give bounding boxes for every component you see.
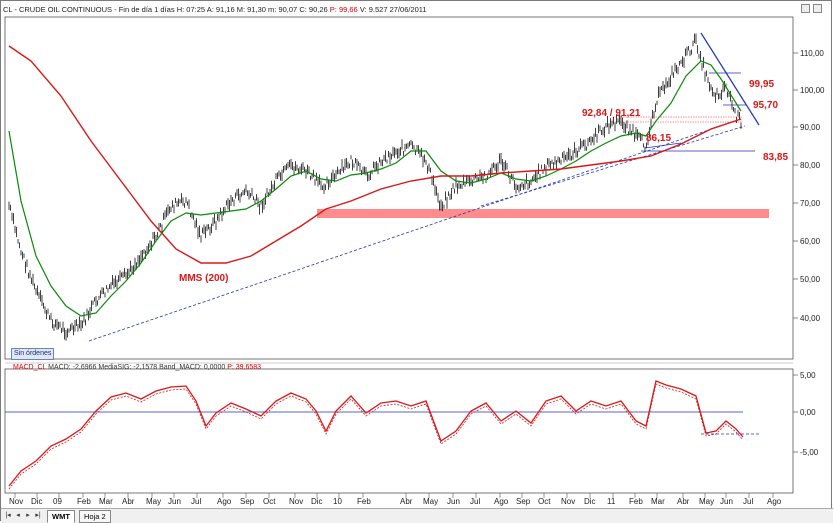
- prev-sheet-icon[interactable]: ◂: [16, 512, 20, 519]
- time-value: H: 07:25: [176, 5, 206, 14]
- time-tick-label: Dic: [31, 497, 43, 506]
- time-tick-label: Abr: [677, 497, 690, 506]
- period-label: Fin de día 1 días: [118, 5, 175, 14]
- sin-ordenes-button[interactable]: Sin órdenes: [11, 348, 55, 360]
- macd-sig-value: MediaSIG: -2,1578: [98, 364, 158, 371]
- price-axis: 110,00 100,00 90,00 80,00 70,00 60,00 50,00 40,…: [793, 49, 825, 323]
- macd-axis: 5,00 0,00 -5,00: [793, 371, 819, 457]
- open-value: A: 91,16: [206, 5, 235, 14]
- time-tick-label: May: [146, 497, 161, 506]
- last-sheet-icon[interactable]: ▸|: [35, 512, 41, 519]
- time-tick-label: Nov: [561, 497, 575, 506]
- time-tick-label: Jul: [191, 497, 201, 506]
- macd-line: [8, 380, 744, 487]
- mid-trendline: [480, 125, 746, 207]
- time-tick-label: Ago: [217, 497, 232, 506]
- time-tick-label: Feb: [77, 497, 91, 506]
- macd-value: MACD: -2,6966: [48, 364, 97, 371]
- close-value: C: 90,26: [299, 5, 328, 14]
- price-tick-label: 60,00: [800, 237, 821, 246]
- first-sheet-icon[interactable]: |◂: [5, 512, 11, 519]
- price-bars: [8, 33, 742, 341]
- macd-tick-label: -5,00: [800, 448, 819, 457]
- price-tick-label: 80,00: [800, 161, 821, 170]
- level-label-9995: 99,95: [749, 79, 774, 90]
- time-tick-label: Dic: [584, 497, 596, 506]
- level-label-9570: 95,70: [753, 100, 778, 111]
- sma-200-line: [8, 45, 742, 264]
- time-tick-label: Oct: [263, 497, 276, 506]
- time-tick-label: Jun: [720, 497, 733, 506]
- time-tick-label: 10: [333, 497, 342, 506]
- time-tick-label: Ago: [767, 497, 782, 506]
- level-label-range: 92,84 / 91,21: [582, 108, 641, 119]
- symbol-label: CL - CRUDE OIL CONTINUOUS: [3, 5, 113, 14]
- time-tick-label: Mar: [99, 497, 113, 506]
- sma-short-line: [8, 60, 742, 317]
- price-panel: [4, 16, 794, 360]
- next-sheet-icon[interactable]: ▸: [26, 512, 30, 519]
- time-tick-label: Nov: [289, 497, 303, 506]
- time-tick-label: Jun: [168, 497, 181, 506]
- time-tick-label: Sep: [516, 497, 531, 506]
- minimize-icon[interactable]: [801, 4, 810, 13]
- time-tick-label: Jul: [470, 497, 480, 506]
- price-tick-label: 90,00: [800, 123, 821, 132]
- price-chart[interactable]: MMS (200) 99,95 95,70 92,84 / 91,21 86,1…: [1, 1, 833, 508]
- time-tick-label: Oct: [538, 497, 551, 506]
- sheet-tab-bar: |◂ ◂ ▸ ▸| WMT Hoja 2: [1, 508, 833, 523]
- price-tick-label: 100,00: [800, 86, 825, 95]
- price-tick-label: 70,00: [800, 199, 821, 208]
- time-tick-label: Nov: [9, 497, 23, 506]
- tab-hoja-2[interactable]: Hoja 2: [79, 510, 111, 523]
- time-tick-label: Mar: [651, 497, 665, 506]
- p-value: P: 99,66: [329, 5, 358, 14]
- macd-header: MACD_CL MACD: -2,6966 MediaSIG: -2,1578 …: [13, 364, 261, 371]
- time-tick-label: Jul: [743, 497, 753, 506]
- macd-panel: [4, 368, 794, 494]
- mms-label: MMS (200): [179, 273, 228, 284]
- time-tick-label: 09: [53, 497, 62, 506]
- descending-trendline: [700, 32, 760, 126]
- time-tick-label: May: [423, 497, 438, 506]
- tab-wmt[interactable]: WMT: [47, 510, 75, 523]
- time-tick-label: 11: [607, 497, 616, 506]
- time-tick-label: May: [699, 497, 714, 506]
- macd-name: MACD_CL: [13, 364, 47, 371]
- price-tick-label: 40,00: [800, 314, 821, 323]
- macd-tick-label: 0,00: [800, 408, 816, 417]
- level-label-8615: 86,15: [646, 133, 671, 144]
- support-band: [317, 209, 769, 218]
- level-label-8385: 83,85: [763, 152, 788, 163]
- time-tick-label: Abr: [400, 497, 413, 506]
- time-tick-label: Dic: [311, 497, 323, 506]
- time-tick-label: Abr: [122, 497, 135, 506]
- macd-signal-line: [8, 383, 744, 490]
- date-value: 27/06/2011: [389, 5, 427, 14]
- chart-header: CL - CRUDE OIL CONTINUOUS - Fin de día 1…: [3, 5, 427, 14]
- macd-band-value: Band_MACD: 0,0000: [159, 364, 226, 371]
- time-tick-label: Ago: [494, 497, 509, 506]
- close-icon[interactable]: [813, 4, 822, 13]
- low-value: m: 90,07: [268, 5, 298, 14]
- time-tick-label: Feb: [357, 497, 371, 506]
- macd-tick-label: 5,00: [800, 371, 816, 380]
- price-tick-label: 50,00: [800, 275, 821, 284]
- volume-value: V: 9.527: [359, 5, 388, 14]
- price-tick-label: 110,00: [800, 49, 824, 58]
- time-tick-label: Jun: [447, 497, 460, 506]
- time-axis: Nov Dic 09 Feb Mar Abr May Jun Jul Ago Sep Oct Nov Di…: [9, 493, 782, 506]
- time-tick-label: Sep: [240, 497, 255, 506]
- high-value: M: 91,30: [236, 5, 266, 14]
- macd-p-value: P: 39,6583: [227, 364, 262, 371]
- time-tick-label: Feb: [629, 497, 643, 506]
